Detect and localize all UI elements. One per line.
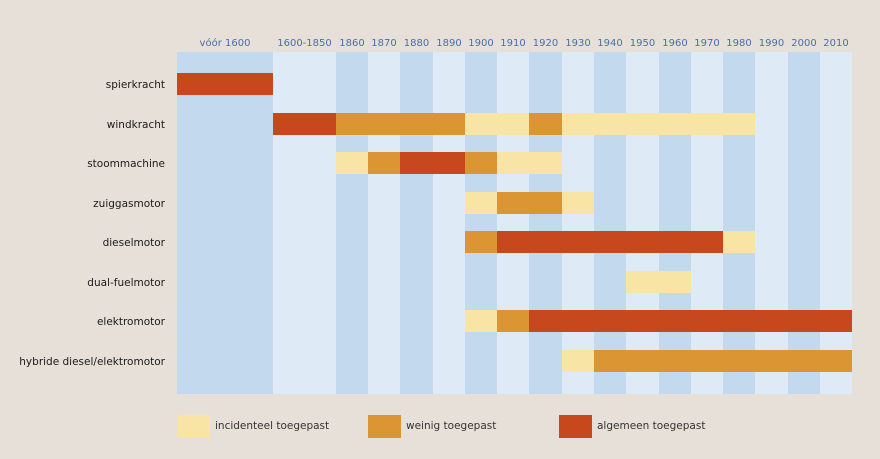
bar-windkracht-1860-1890 [336, 113, 465, 135]
bar-windkracht-1920-1920 [529, 113, 562, 135]
column-label: 1980 [726, 38, 751, 49]
column-label: 1600-1850 [277, 38, 332, 49]
column-band-1940 [594, 52, 626, 394]
column-band-1990 [755, 52, 788, 394]
bar-windkracht-1930-1980 [562, 113, 755, 135]
bar-elektromotor-1900-1900 [465, 310, 497, 332]
column-label: 1990 [759, 38, 784, 49]
column-band-1960 [659, 52, 691, 394]
bar-zuiggasmotor-1910-1920 [497, 192, 562, 214]
column-label: 1930 [565, 38, 590, 49]
bar-dieselmotor-1910-1970 [497, 231, 723, 253]
column-label: 1920 [533, 38, 558, 49]
bar-windkracht-1600-1850-1600-1850 [273, 113, 336, 135]
bar-dieselmotor-1900-1900 [465, 231, 497, 253]
column-label: 1960 [662, 38, 687, 49]
column-band-1880 [400, 52, 433, 394]
column-labels: vóór 1600 1600-1850 1860 1870 1880 1890 1900 19… [200, 37, 849, 49]
row-label-stoommachine: stoommachine [87, 158, 165, 170]
row-label-dieselmotor: dieselmotor [103, 237, 166, 249]
column-label: 1950 [630, 38, 655, 49]
column-band-2000 [788, 52, 820, 394]
column-band-1950 [626, 52, 659, 394]
legend: incidenteel toegepast weinig toegepast alg… [177, 415, 705, 438]
bar-spierkracht-v-r-1600-v-r-1600 [177, 73, 273, 95]
legend-label-incidenteel-toegepast: incidenteel toegepast [215, 420, 329, 432]
column-backgrounds [177, 52, 852, 394]
column-band-1890 [433, 52, 465, 394]
legend-label-algemeen-toegepast: algemeen toegepast [597, 420, 705, 432]
bar-zuiggasmotor-1930-1930 [562, 192, 594, 214]
column-label: 1890 [436, 38, 461, 49]
column-label: 1940 [597, 38, 622, 49]
bar-stoommachine-1870-1870 [368, 152, 400, 174]
column-label: 1910 [500, 38, 525, 49]
bar-segments [177, 73, 852, 372]
column-band-1910 [497, 52, 529, 394]
row-label-spierkracht: spierkracht [106, 79, 165, 91]
column-band-1930 [562, 52, 594, 394]
column-label: 2010 [823, 38, 848, 49]
column-band-1920 [529, 52, 562, 394]
legend-swatch-incidenteel-toegepast [177, 415, 210, 438]
column-band-1970 [691, 52, 723, 394]
column-band-2010 [820, 52, 852, 394]
column-label: 1880 [404, 38, 429, 49]
bar-dieselmotor-1980-1980 [723, 231, 755, 253]
bar-elektromotor-1920-2010 [529, 310, 852, 332]
bar-windkracht-1900-1910 [465, 113, 529, 135]
bar-stoommachine-1900-1900 [465, 152, 497, 174]
bar-stoommachine-1880-1890 [400, 152, 465, 174]
column-band-1860 [336, 52, 368, 394]
bar-dual-fuelmotor-1950-1960 [626, 271, 691, 293]
column-band-1900 [465, 52, 497, 394]
bar-stoommachine-1860-1860 [336, 152, 368, 174]
column-band-v-r-1600 [177, 52, 273, 394]
bar-hybride-diesel-elektromotor-1930-1930 [562, 350, 594, 372]
bar-zuiggasmotor-1900-1900 [465, 192, 497, 214]
legend-label-weinig-toegepast: weinig toegepast [406, 420, 496, 432]
column-band-1870 [368, 52, 400, 394]
bar-elektromotor-1910-1910 [497, 310, 529, 332]
column-label: 1970 [694, 38, 719, 49]
row-labels: spierkracht windkracht stoommachine zuiggas… [19, 79, 165, 368]
column-band-1980 [723, 52, 755, 394]
row-label-windkracht: windkracht [107, 119, 165, 131]
row-label-elektromotor: elektromotor [97, 316, 166, 328]
column-band-1600-1850 [273, 52, 336, 394]
legend-swatch-algemeen-toegepast [559, 415, 592, 438]
legend-swatch-weinig-toegepast [368, 415, 401, 438]
column-label: 1900 [468, 38, 493, 49]
column-label: 1860 [339, 38, 364, 49]
column-label: 1870 [371, 38, 396, 49]
row-label-zuiggasmotor: zuiggasmotor [93, 198, 166, 210]
column-label: vóór 1600 [200, 37, 251, 49]
row-label-dual-fuelmotor: dual-fuelmotor [87, 277, 165, 289]
column-label: 2000 [791, 38, 816, 49]
bar-stoommachine-1910-1920 [497, 152, 562, 174]
row-label-hybride-diesel-elektromotor: hybride diesel/elektromotor [19, 356, 165, 368]
bar-hybride-diesel-elektromotor-1940-2010 [594, 350, 852, 372]
